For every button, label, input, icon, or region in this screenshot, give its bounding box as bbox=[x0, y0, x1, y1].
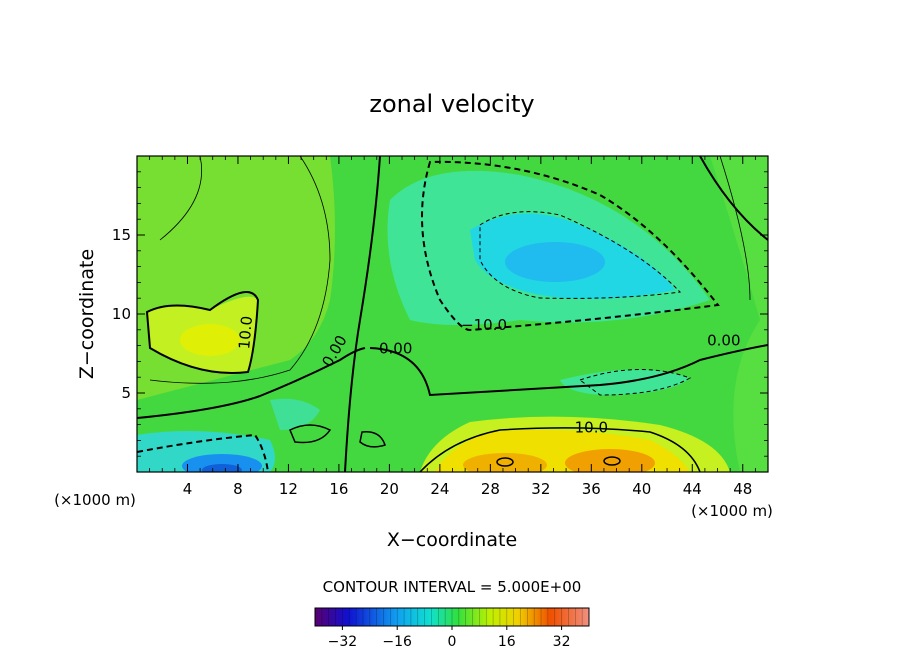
x-tick-label: 40 bbox=[632, 480, 651, 498]
colorbar-tick-label: −16 bbox=[382, 634, 412, 650]
x-tick-label: 36 bbox=[582, 480, 601, 498]
y-tick-label: 15 bbox=[112, 226, 131, 244]
colorbar-tick-label: 16 bbox=[498, 634, 516, 650]
chart-title: zonal velocity bbox=[369, 90, 534, 118]
colorbar-stripes bbox=[321, 608, 583, 626]
y-tick-label: 5 bbox=[121, 384, 131, 402]
x-tick-label: 12 bbox=[279, 480, 298, 498]
x-axis: 4 8 12 16 20 24 28 32 36 40 44 48 bbox=[149, 156, 756, 498]
x-tick-label: 24 bbox=[430, 480, 449, 498]
x-tick-label: 44 bbox=[683, 480, 702, 498]
x-unit-right: (×1000 m) bbox=[691, 502, 773, 520]
y-axis-label: Z−coordinate bbox=[76, 249, 98, 379]
x-tick-label: 28 bbox=[481, 480, 500, 498]
contour-label: 10.0 bbox=[575, 419, 608, 437]
contour-labels: 10.0 0.00 0.00−10.010.00.00 bbox=[235, 315, 740, 436]
x-tick-label: 48 bbox=[733, 480, 752, 498]
colorbar-tick-label: 32 bbox=[553, 634, 571, 650]
colorbar-ticks: −32 −16 0 16 32 bbox=[328, 626, 571, 650]
x-tick-label: 16 bbox=[329, 480, 348, 498]
y-tick-label: 10 bbox=[112, 305, 131, 323]
x-tick-label: 32 bbox=[531, 480, 550, 498]
contour-interval-text: CONTOUR INTERVAL = 5.000E+00 bbox=[323, 578, 582, 596]
heatmap-field bbox=[137, 156, 768, 472]
contour-label: 10.0 bbox=[235, 315, 256, 350]
x-tick-label: 4 bbox=[183, 480, 193, 498]
x-unit-left: (×1000 m) bbox=[54, 491, 136, 509]
x-tick-label: 8 bbox=[233, 480, 243, 498]
y-axis: 5 10 15 bbox=[112, 171, 768, 457]
x-tick-label: 20 bbox=[380, 480, 399, 498]
colorbar-tick-label: 0 bbox=[448, 634, 457, 650]
x-axis-label: X−coordinate bbox=[387, 529, 517, 551]
contour-label: 0.00 bbox=[379, 340, 412, 358]
contour-label: −10.0 bbox=[461, 316, 507, 334]
contour-label: 0.00 bbox=[707, 332, 740, 350]
colorbar-tick-label: −32 bbox=[328, 634, 358, 650]
